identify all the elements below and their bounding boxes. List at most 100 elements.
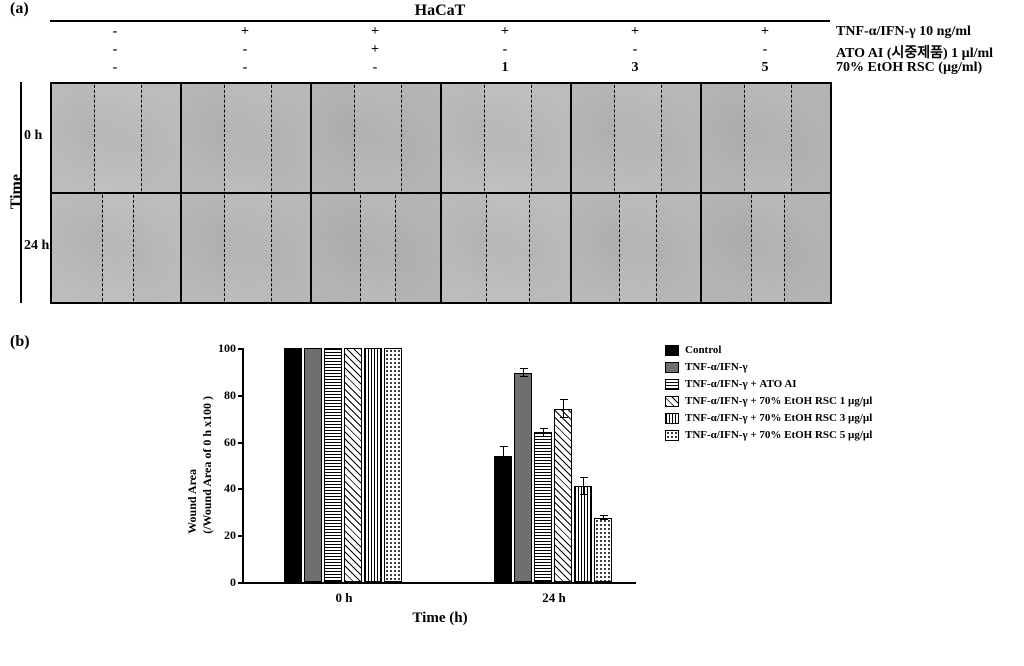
condition-label-1: TNF-α/IFN-γ 10 ng/ml: [836, 24, 971, 40]
legend-swatch-3: [665, 396, 679, 407]
time-axis-line: [20, 82, 22, 303]
bar-g1-s0: [494, 456, 512, 582]
legend-swatch-0: [665, 345, 679, 356]
cond-r1-c6: +: [700, 24, 830, 40]
micrograph-r1-c1: [181, 193, 311, 303]
bar-g1-s5: [594, 518, 612, 582]
cond-r3-c3: -: [310, 60, 440, 76]
micrograph-r0-c1: [181, 83, 311, 193]
legend-item-2: TNF-α/IFN-γ + ATO AI: [665, 376, 872, 393]
figure-root: (a) (b) HaCaT -+++++ --+--- ---135 TNF-α…: [0, 0, 1024, 666]
errbar-g1-s3: [563, 399, 564, 418]
cond-r2-c2: -: [180, 42, 310, 58]
legend: ControlTNF-α/IFN-γTNF-α/IFN-γ + ATO AITN…: [665, 342, 872, 444]
x-axis-title: Time (h): [244, 610, 636, 627]
legend-label-0: Control: [685, 342, 721, 359]
bar-g0-s5: [384, 348, 402, 582]
errbar-g1-s5: [603, 515, 604, 520]
time-axis: Time: [8, 82, 26, 302]
legend-label-2: TNF-α/IFN-γ + ATO AI: [685, 376, 797, 393]
bar-g1-s3: [554, 409, 572, 582]
cond-r2-c4: -: [440, 42, 570, 58]
legend-item-1: TNF-α/IFN-γ: [665, 359, 872, 376]
micrograph-r0-c0: [51, 83, 181, 193]
cond-r1-c3: +: [310, 24, 440, 40]
micrograph-r1-c3: [441, 193, 571, 303]
legend-swatch-5: [665, 430, 679, 441]
cond-r1-c1: -: [50, 24, 180, 40]
condition-row-3: ---135: [50, 60, 830, 76]
legend-item-3: TNF-α/IFN-γ + 70% EtOH RSC 1 µg/µl: [665, 393, 872, 410]
bar-chart: Wound Area (/Wound Area of 0 h x100 ) Ti…: [180, 340, 658, 630]
cond-r2-c6: -: [700, 42, 830, 58]
errbar-g1-s1: [523, 368, 524, 377]
y-axis-title: Wound Area (/Wound Area of 0 h x100 ): [192, 348, 208, 582]
cond-r1-c4: +: [440, 24, 570, 40]
ytick-label-60: 60: [206, 435, 236, 450]
ytick-20: [238, 535, 244, 537]
errbar-g1-s0: [503, 446, 504, 465]
legend-swatch-1: [665, 362, 679, 373]
ytick-label-40: 40: [206, 481, 236, 496]
errbar-g1-s2: [543, 428, 544, 437]
cond-r3-c6: 5: [700, 60, 830, 76]
micrograph-r1-c4: [571, 193, 701, 303]
bar-g1-s1: [514, 373, 532, 582]
ytick-label-100: 100: [206, 341, 236, 356]
micrograph-grid: [50, 82, 832, 304]
legend-label-1: TNF-α/IFN-γ: [685, 359, 748, 376]
panel-a-label: (a): [10, 0, 29, 18]
condition-label-3: 70% EtOH RSC (µg/ml): [836, 60, 982, 76]
cond-r3-c2: -: [180, 60, 310, 76]
bar-g0-s2: [324, 348, 342, 582]
legend-swatch-4: [665, 413, 679, 424]
micrograph-r0-c5: [701, 83, 831, 193]
micrograph-r1-c5: [701, 193, 831, 303]
legend-label-4: TNF-α/IFN-γ + 70% EtOH RSC 3 µg/µl: [685, 410, 872, 427]
ytick-40: [238, 488, 244, 490]
bar-g0-s4: [364, 348, 382, 582]
ytick-label-0: 0: [206, 575, 236, 590]
bar-g0-s3: [344, 348, 362, 582]
legend-item-0: Control: [665, 342, 872, 359]
cond-r3-c1: -: [50, 60, 180, 76]
panel-a-title: HaCaT: [50, 2, 830, 20]
ytick-0: [238, 582, 244, 584]
ytick-100: [238, 348, 244, 350]
xtick-label-1: 24 h: [542, 590, 565, 606]
legend-item-5: TNF-α/IFN-γ + 70% EtOH RSC 5 µg/µl: [665, 427, 872, 444]
condition-label-2: ATO AI (시중제품) 1 µl/ml: [836, 42, 993, 62]
micrograph-r0-c3: [441, 83, 571, 193]
time-axis-label: Time: [8, 174, 26, 209]
ytick-80: [238, 395, 244, 397]
bar-g1-s4: [574, 486, 592, 582]
cond-r2-c5: -: [570, 42, 700, 58]
cond-r1-c5: +: [570, 24, 700, 40]
legend-label-3: TNF-α/IFN-γ + 70% EtOH RSC 1 µg/µl: [685, 393, 872, 410]
micrograph-r0-c2: [311, 83, 441, 193]
micrograph-r0-c4: [571, 83, 701, 193]
ytick-label-20: 20: [206, 528, 236, 543]
row-label-0h: 0 h: [24, 128, 42, 144]
legend-label-5: TNF-α/IFN-γ + 70% EtOH RSC 5 µg/µl: [685, 427, 872, 444]
errbar-g1-s4: [583, 477, 584, 496]
condition-row-2: --+---: [50, 42, 830, 58]
panel-a-title-rule: [50, 20, 830, 22]
cond-r2-c3: +: [310, 42, 440, 58]
row-label-24h: 24 h: [24, 238, 49, 254]
micrograph-r1-c2: [311, 193, 441, 303]
legend-item-4: TNF-α/IFN-γ + 70% EtOH RSC 3 µg/µl: [665, 410, 872, 427]
bar-g0-s1: [304, 348, 322, 582]
micrograph-r1-c0: [51, 193, 181, 303]
cond-r1-c2: +: [180, 24, 310, 40]
xtick-label-0: 0 h: [336, 590, 353, 606]
bar-g0-s0: [284, 348, 302, 582]
cond-r2-c1: -: [50, 42, 180, 58]
panel-b-label: (b): [10, 333, 30, 351]
ytick-label-80: 80: [206, 388, 236, 403]
plot-area: Wound Area (/Wound Area of 0 h x100 ) Ti…: [242, 348, 636, 584]
cond-r3-c4: 1: [440, 60, 570, 76]
ytick-60: [238, 442, 244, 444]
condition-row-1: -+++++: [50, 24, 830, 40]
legend-swatch-2: [665, 379, 679, 390]
